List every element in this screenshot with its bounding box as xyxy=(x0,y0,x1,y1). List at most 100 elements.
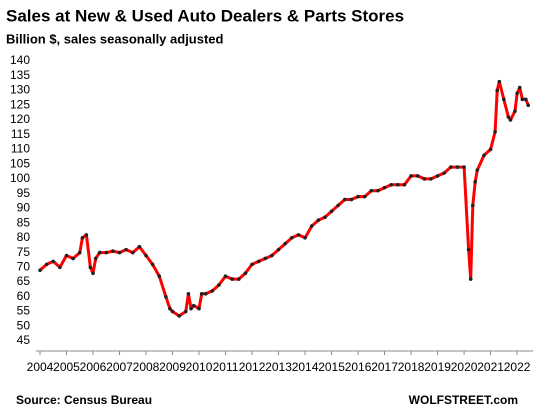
data-point xyxy=(230,277,234,281)
data-point xyxy=(515,91,519,96)
data-point xyxy=(263,256,268,261)
y-tick-label: 65 xyxy=(17,274,31,288)
data-point xyxy=(183,309,188,314)
x-tick-label: 2009 xyxy=(159,360,186,374)
data-point xyxy=(217,283,221,287)
x-tick-label: 2016 xyxy=(345,360,372,374)
data-point xyxy=(502,97,506,102)
data-point xyxy=(329,209,334,214)
x-tick-label: 2012 xyxy=(239,360,266,374)
data-point xyxy=(449,165,453,169)
data-point xyxy=(475,168,480,172)
data-point xyxy=(199,292,204,296)
x-tick-label: 2015 xyxy=(318,360,345,374)
x-tick-label: 2004 xyxy=(27,360,54,374)
data-point xyxy=(276,247,281,252)
data-point xyxy=(157,274,162,278)
data-point xyxy=(283,241,287,246)
data-point xyxy=(164,294,168,299)
data-point xyxy=(435,174,440,178)
data-point xyxy=(71,256,75,261)
data-point xyxy=(468,277,473,281)
data-point xyxy=(389,182,393,187)
data-point xyxy=(493,129,497,134)
data-point xyxy=(323,215,327,220)
data-point xyxy=(376,188,380,193)
x-tick-label: 2007 xyxy=(106,360,133,374)
data-point xyxy=(520,97,525,102)
y-tick-label: 80 xyxy=(17,230,31,244)
data-point xyxy=(203,292,208,296)
x-tick-label: 2006 xyxy=(80,360,107,374)
y-tick-label: 70 xyxy=(17,259,31,273)
data-point xyxy=(473,180,478,184)
x-tick-label: 2010 xyxy=(186,360,213,374)
y-tick-label: 115 xyxy=(11,127,30,141)
x-tick-label: 2022 xyxy=(504,360,531,374)
y-tick-label: 100 xyxy=(10,171,30,185)
data-point xyxy=(168,306,172,311)
x-tick-label: 2019 xyxy=(424,360,451,374)
data-point xyxy=(189,306,193,311)
data-point xyxy=(482,153,486,158)
x-tick-label: 2017 xyxy=(371,360,398,374)
y-tick-label: 130 xyxy=(10,83,30,97)
y-tick-label: 125 xyxy=(10,97,30,111)
x-tick-label: 2005 xyxy=(53,360,80,374)
data-point xyxy=(382,185,387,190)
x-tick-label: 2014 xyxy=(292,360,319,374)
chart-title: Sales at New & Used Auto Dealers & Parts… xyxy=(6,6,404,25)
data-point xyxy=(256,259,261,264)
y-tick-label: 55 xyxy=(17,304,31,318)
data-point xyxy=(296,233,301,237)
x-tick-label: 2021 xyxy=(477,360,504,374)
data-point xyxy=(64,253,69,258)
data-point xyxy=(170,309,175,314)
data-point xyxy=(44,262,49,267)
data-point xyxy=(369,188,374,193)
data-point xyxy=(429,177,433,181)
data-point xyxy=(303,236,307,240)
data-point xyxy=(336,203,340,208)
data-point xyxy=(144,253,148,258)
data-point xyxy=(422,177,427,181)
data-point xyxy=(356,194,360,199)
data-point xyxy=(270,253,274,258)
y-tick-label: 85 xyxy=(17,215,31,229)
data-point xyxy=(309,224,314,228)
x-tick-label: 2020 xyxy=(451,360,478,374)
data-point xyxy=(117,250,122,255)
data-point xyxy=(290,236,294,240)
data-point xyxy=(402,182,407,187)
data-point xyxy=(362,194,367,199)
data-point xyxy=(517,85,522,90)
data-point xyxy=(58,265,62,270)
data-point xyxy=(150,262,155,267)
series-line xyxy=(39,80,530,318)
data-point xyxy=(462,165,466,169)
data-point xyxy=(508,118,513,122)
data-point xyxy=(177,314,181,318)
data-point xyxy=(104,250,109,255)
data-point xyxy=(38,268,42,273)
data-point xyxy=(250,262,254,267)
source: Source: Census Bureau xyxy=(16,393,152,407)
data-point xyxy=(471,203,475,208)
data-point xyxy=(243,271,248,276)
data-point xyxy=(442,171,447,175)
data-point xyxy=(343,197,347,202)
data-point xyxy=(88,265,93,270)
data-point xyxy=(130,250,135,255)
y-tick-label: 75 xyxy=(17,245,31,259)
data-point xyxy=(236,277,241,281)
y-tick-label: 110 xyxy=(11,142,30,156)
y-tick-label: 105 xyxy=(10,156,30,170)
data-point xyxy=(80,236,85,240)
data-point xyxy=(77,250,82,255)
data-point xyxy=(210,289,215,293)
data-point xyxy=(51,259,56,264)
data-point xyxy=(513,109,517,113)
data-point xyxy=(111,249,115,253)
data-point xyxy=(93,256,98,261)
